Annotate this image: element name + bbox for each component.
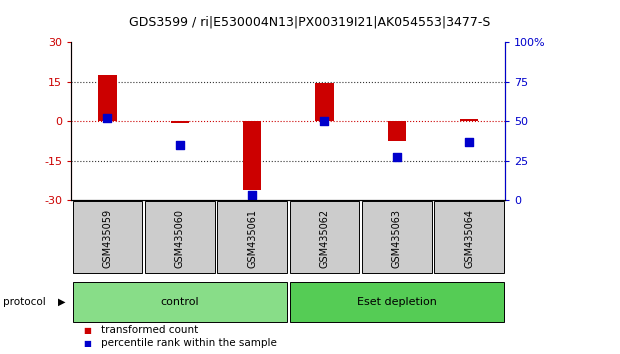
Text: GSM435061: GSM435061 bbox=[247, 209, 257, 268]
Bar bbox=[218, 201, 287, 273]
Text: GSM435059: GSM435059 bbox=[102, 209, 112, 268]
Bar bbox=[290, 201, 359, 273]
Text: GDS3599 / ri|E530004N13|PX00319I21|AK054553|3477-S: GDS3599 / ri|E530004N13|PX00319I21|AK054… bbox=[130, 16, 490, 29]
Bar bbox=[290, 282, 504, 322]
Text: ■: ■ bbox=[84, 326, 92, 335]
Point bbox=[247, 193, 257, 198]
Point bbox=[392, 155, 402, 160]
Text: GSM435064: GSM435064 bbox=[464, 209, 474, 268]
Bar bbox=[388, 121, 406, 141]
Text: ▶: ▶ bbox=[58, 297, 65, 307]
Point bbox=[102, 115, 112, 121]
Bar bbox=[435, 201, 504, 273]
Text: ■: ■ bbox=[84, 339, 92, 348]
Bar bbox=[243, 121, 261, 189]
Bar bbox=[460, 119, 478, 121]
Text: GSM435063: GSM435063 bbox=[392, 209, 402, 268]
Bar bbox=[145, 201, 215, 273]
Text: GSM435060: GSM435060 bbox=[175, 209, 185, 268]
Bar bbox=[73, 282, 287, 322]
Point bbox=[464, 139, 474, 144]
Point bbox=[319, 118, 329, 124]
Point bbox=[175, 142, 185, 148]
Bar bbox=[362, 201, 432, 273]
Bar bbox=[73, 201, 142, 273]
Bar bbox=[170, 121, 189, 122]
Text: transformed count: transformed count bbox=[101, 325, 198, 335]
Text: Eset depletion: Eset depletion bbox=[357, 297, 436, 307]
Text: GSM435062: GSM435062 bbox=[319, 209, 329, 268]
Text: protocol: protocol bbox=[3, 297, 46, 307]
Text: percentile rank within the sample: percentile rank within the sample bbox=[101, 338, 277, 348]
Bar bbox=[99, 75, 117, 121]
Bar bbox=[316, 83, 334, 121]
Text: control: control bbox=[161, 297, 199, 307]
